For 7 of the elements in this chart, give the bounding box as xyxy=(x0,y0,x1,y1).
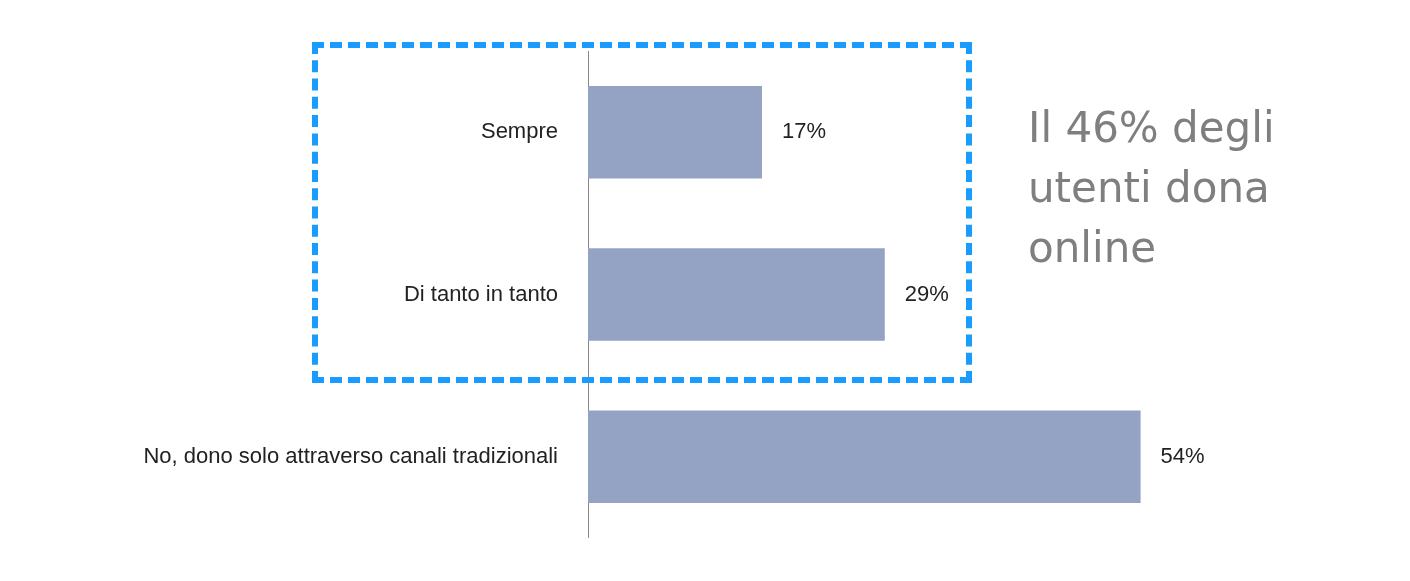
y-tick-label: Sempre xyxy=(480,118,558,144)
y-tick-label: Di tanto in tanto xyxy=(403,280,558,306)
data-label: 17% xyxy=(781,118,827,144)
annotation: Il 46% degli utenti dona online xyxy=(1028,102,1276,274)
data-label: 29% xyxy=(904,280,949,306)
data-label: 54% xyxy=(1160,442,1205,468)
y-tick-label: No, dono solo attraverso canali tradizionali xyxy=(143,442,558,468)
